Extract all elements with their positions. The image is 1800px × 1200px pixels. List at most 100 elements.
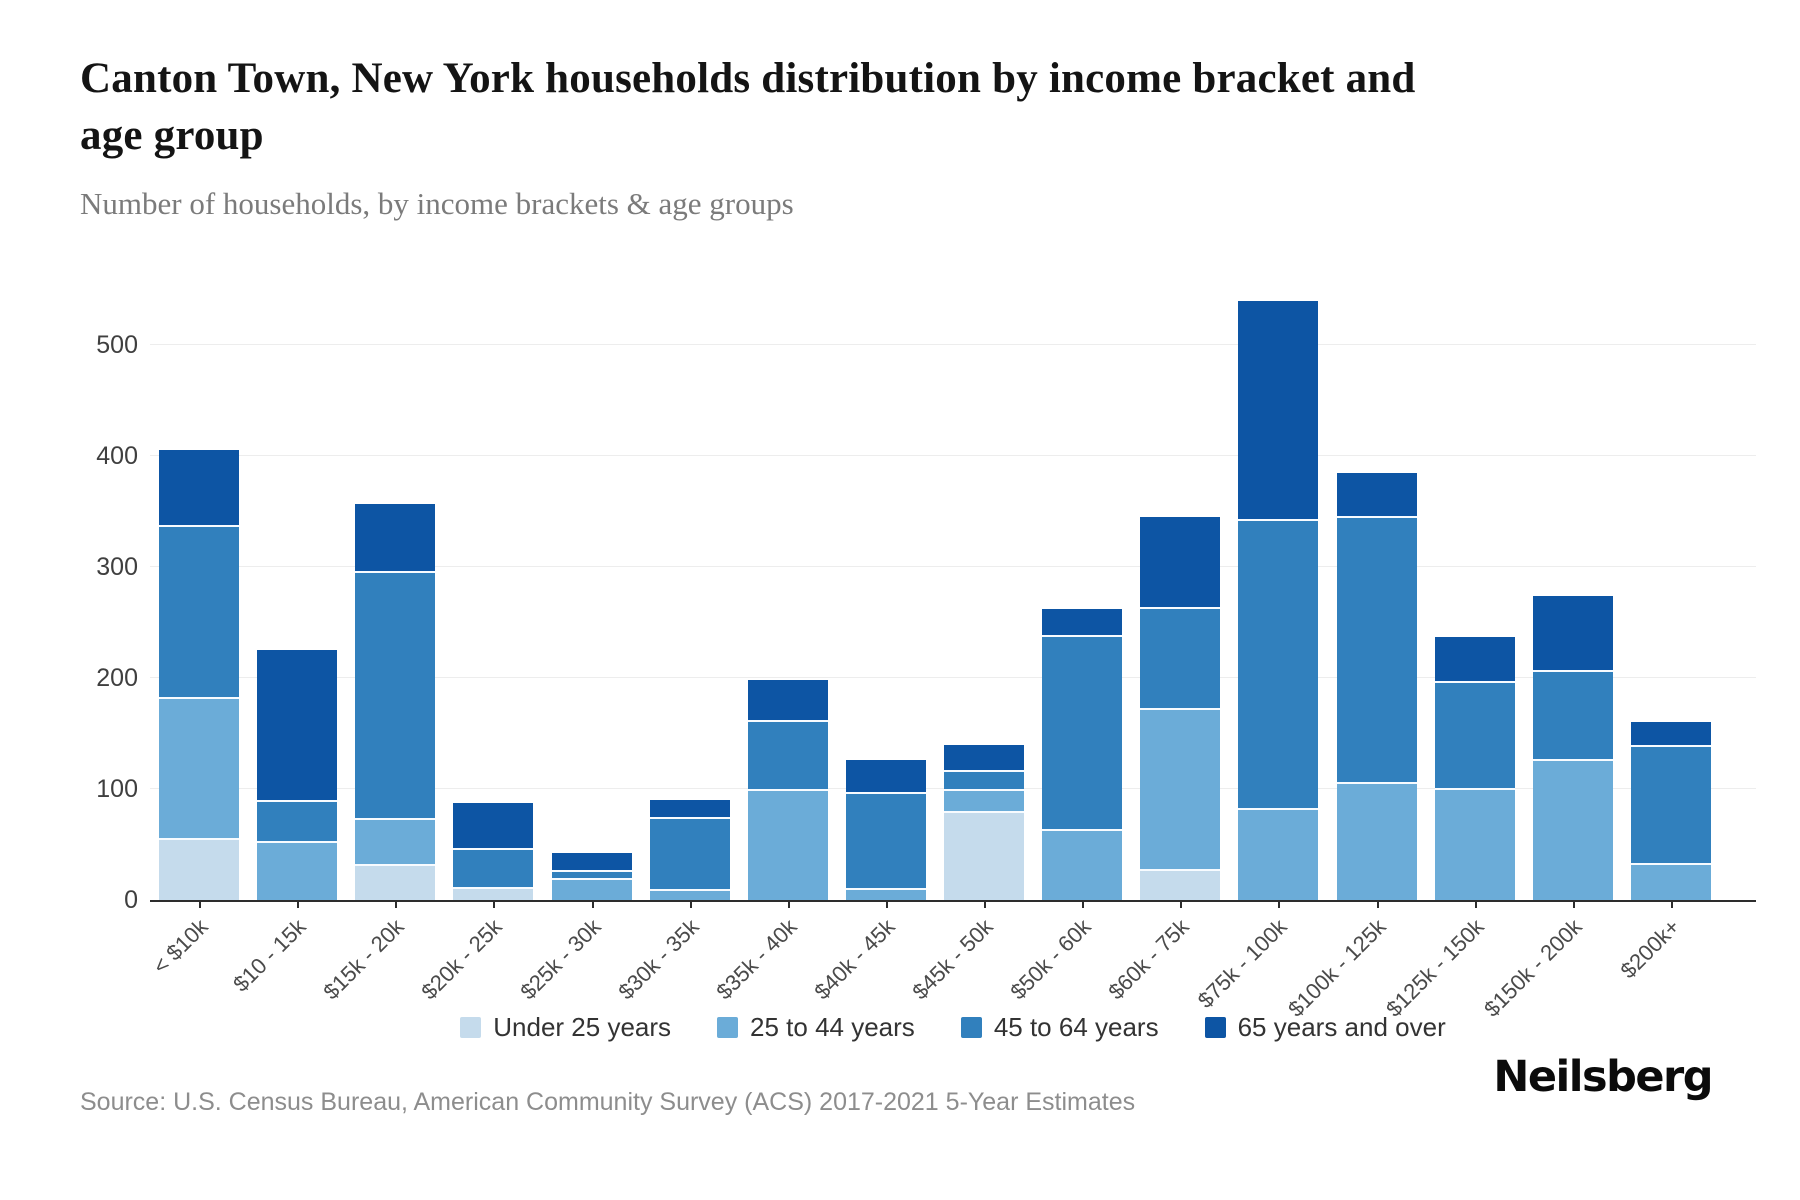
legend-swatch-icon bbox=[460, 1017, 482, 1038]
bar-segment[interactable] bbox=[355, 503, 436, 572]
bar-segment[interactable] bbox=[944, 770, 1025, 789]
stacked-bar bbox=[453, 280, 534, 900]
x-tick-label: $125k - 150k bbox=[1380, 914, 1489, 1022]
bar-segment[interactable] bbox=[747, 680, 828, 721]
bar-segment[interactable] bbox=[1630, 744, 1711, 864]
x-tick-label: $10 - 15k bbox=[228, 914, 311, 997]
x-axis-tick bbox=[493, 901, 496, 908]
bar-segment[interactable] bbox=[551, 853, 632, 871]
stacked-bar bbox=[257, 280, 338, 900]
bar-segment[interactable] bbox=[1336, 472, 1417, 516]
bar-segment[interactable] bbox=[1434, 681, 1515, 788]
x-tick-label: $200k+ bbox=[1615, 914, 1685, 984]
bar-segment[interactable] bbox=[257, 800, 338, 842]
bar-slot: $125k - 150k bbox=[1381, 280, 1524, 1022]
bar-segment[interactable] bbox=[944, 811, 1025, 900]
bar-segment[interactable] bbox=[944, 789, 1025, 812]
bar-slot: $60k - 75k bbox=[1104, 280, 1229, 1004]
bar-slot: $45k - 50k bbox=[907, 280, 1033, 1004]
x-tick-label: $100k - 125k bbox=[1282, 914, 1391, 1022]
x-axis-tick bbox=[689, 901, 692, 908]
legend-item[interactable]: 45 to 64 years bbox=[960, 1012, 1159, 1043]
bar-segment[interactable] bbox=[257, 650, 338, 801]
bar-segment[interactable] bbox=[355, 571, 436, 818]
bar-segment[interactable] bbox=[257, 841, 338, 900]
bar-segment[interactable] bbox=[1238, 300, 1319, 520]
bar-segment[interactable] bbox=[1140, 707, 1221, 869]
bar-segment[interactable] bbox=[1238, 519, 1319, 808]
bar-slot: $20k - 25k bbox=[417, 280, 542, 1004]
bar-slot: $50k - 60k bbox=[1006, 280, 1131, 1004]
bar-segment[interactable] bbox=[845, 760, 926, 793]
bar-segment[interactable] bbox=[1140, 868, 1221, 900]
bar-segment[interactable] bbox=[649, 816, 730, 889]
bar-segment[interactable] bbox=[1630, 722, 1711, 745]
bar-segment[interactable] bbox=[453, 803, 534, 848]
bar-segment[interactable] bbox=[159, 696, 240, 838]
bar-segment[interactable] bbox=[1434, 636, 1515, 682]
bar-segment[interactable] bbox=[1532, 670, 1613, 760]
bar-segment[interactable] bbox=[355, 817, 436, 865]
stacked-bar bbox=[551, 280, 632, 900]
x-tick-label: $45k - 50k bbox=[907, 914, 998, 1005]
stacked-bar bbox=[1042, 280, 1123, 900]
bar-segment[interactable] bbox=[845, 887, 926, 900]
bar-segment[interactable] bbox=[355, 864, 436, 900]
bar-segment[interactable] bbox=[1630, 863, 1711, 900]
bar-segment[interactable] bbox=[1336, 782, 1417, 900]
x-axis-tick bbox=[591, 901, 594, 908]
bar-segment[interactable] bbox=[1140, 517, 1221, 607]
x-axis-tick bbox=[1082, 901, 1085, 908]
bar-segment[interactable] bbox=[159, 524, 240, 697]
x-tick-label: $50k - 60k bbox=[1005, 914, 1096, 1005]
bar-segment[interactable] bbox=[453, 847, 534, 887]
x-tick-label: $35k - 40k bbox=[711, 914, 802, 1005]
stacked-bar bbox=[1336, 280, 1417, 900]
legend-item[interactable]: Under 25 years bbox=[460, 1012, 671, 1043]
y-tick-label-300: 300 bbox=[96, 553, 138, 581]
bar-segment[interactable] bbox=[159, 837, 240, 900]
legend-label: 65 years and over bbox=[1237, 1012, 1446, 1042]
legend-label: 25 to 44 years bbox=[750, 1012, 915, 1042]
legend-item[interactable]: 25 to 44 years bbox=[717, 1012, 915, 1043]
bar-slot: $15k - 20k bbox=[319, 280, 444, 1004]
bar-segment[interactable] bbox=[551, 877, 632, 900]
bar-segment[interactable] bbox=[747, 720, 828, 789]
x-tick-label: $15k - 20k bbox=[318, 914, 409, 1005]
x-axis-tick bbox=[395, 901, 398, 908]
x-axis-tick bbox=[199, 901, 202, 908]
bar-slot: $150k - 200k bbox=[1479, 280, 1622, 1022]
stacked-bar bbox=[1630, 280, 1711, 900]
x-tick-label: $60k - 75k bbox=[1103, 914, 1194, 1005]
legend-item[interactable]: 65 years and over bbox=[1204, 1012, 1446, 1043]
bar-segment[interactable] bbox=[649, 888, 730, 900]
bar-segment[interactable] bbox=[1042, 828, 1123, 900]
bar-segment[interactable] bbox=[944, 744, 1025, 771]
y-tick-label-500: 500 bbox=[96, 331, 138, 359]
page-subtitle: Number of households, by income brackets… bbox=[80, 186, 794, 221]
bar-segment[interactable] bbox=[1336, 515, 1417, 783]
bar-segment[interactable] bbox=[845, 792, 926, 888]
x-axis-tick bbox=[984, 901, 987, 908]
bar-segment[interactable] bbox=[1042, 609, 1123, 635]
bar-slot: $30k - 35k bbox=[613, 280, 739, 1004]
x-tick-label: < $10k bbox=[147, 914, 213, 979]
x-axis-tick bbox=[885, 901, 888, 908]
bar-segment[interactable] bbox=[551, 870, 632, 878]
bar-segment[interactable] bbox=[1042, 634, 1123, 829]
bar-segment[interactable] bbox=[1434, 787, 1515, 900]
bar-segment[interactable] bbox=[159, 450, 240, 525]
bar-segment[interactable] bbox=[747, 789, 828, 900]
bar-segment[interactable] bbox=[1532, 595, 1613, 671]
bar-segment[interactable] bbox=[1140, 606, 1221, 708]
bar-segment[interactable] bbox=[1238, 807, 1319, 900]
bar-segment[interactable] bbox=[649, 800, 730, 817]
x-axis-tick bbox=[1670, 901, 1673, 908]
y-tick-label-200: 200 bbox=[96, 664, 138, 692]
x-tick-label: $30k - 35k bbox=[613, 914, 704, 1005]
brand-logo: Neilsberg bbox=[1493, 1052, 1713, 1102]
bar-slot: $10 - 15k bbox=[228, 280, 346, 997]
y-tick-label-0: 0 bbox=[124, 886, 138, 914]
bar-segment[interactable] bbox=[1532, 759, 1613, 900]
bar-segment[interactable] bbox=[453, 886, 534, 900]
